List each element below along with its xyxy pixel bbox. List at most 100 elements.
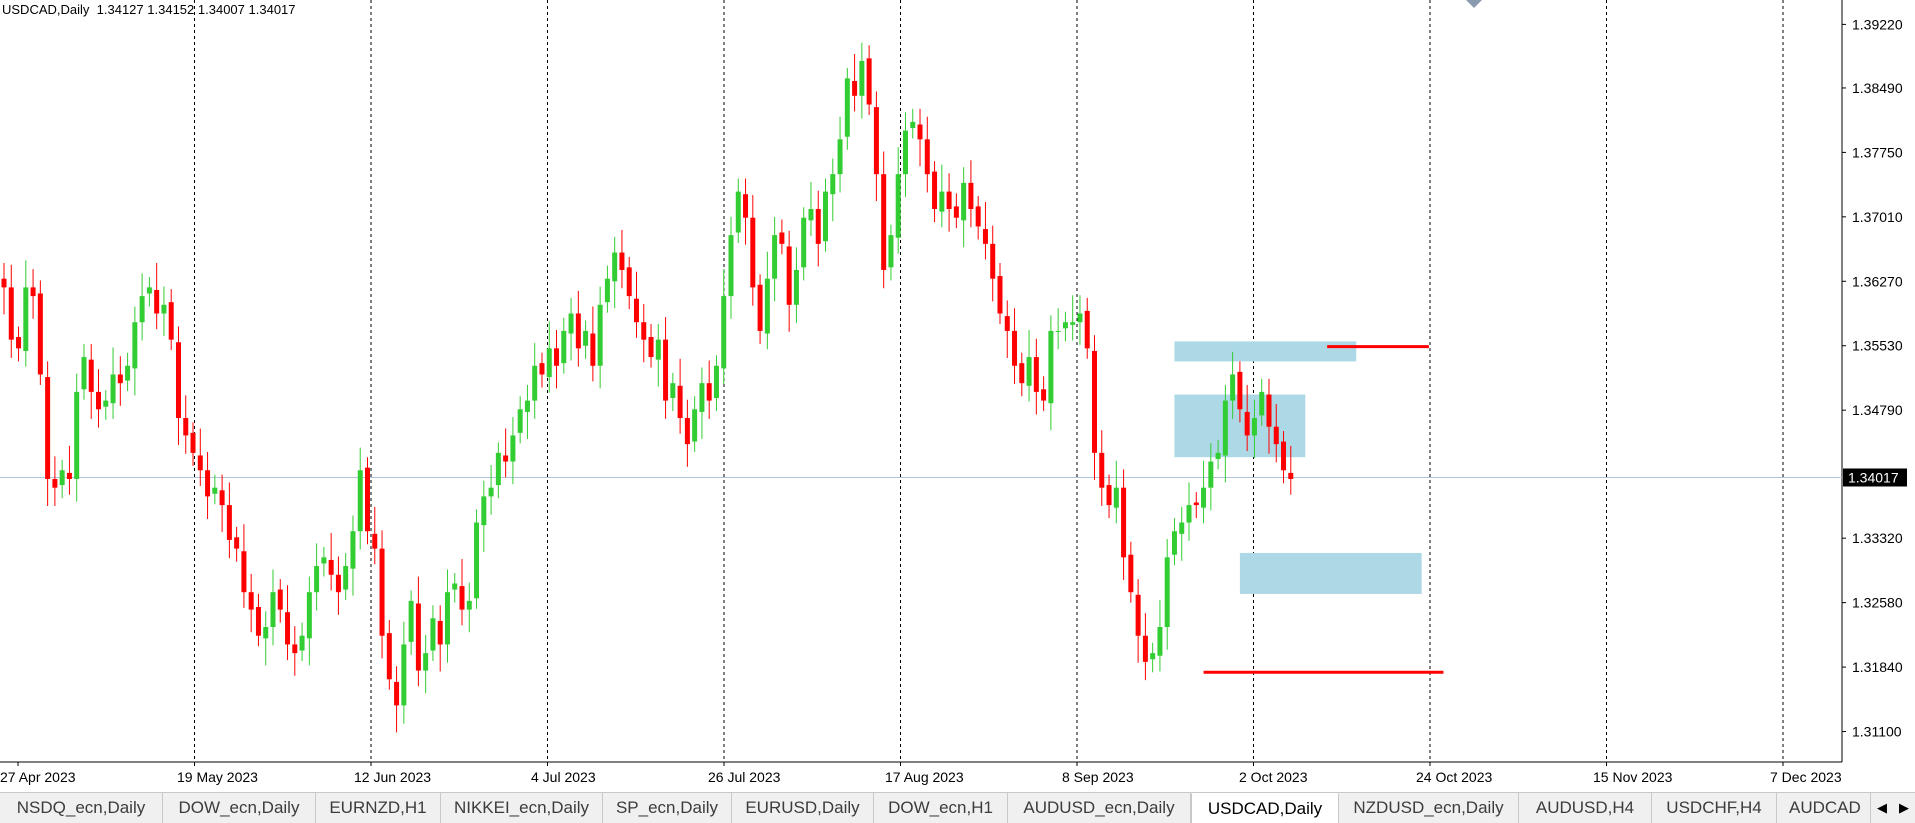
candle-body <box>1055 330 1061 332</box>
candle-body <box>212 487 218 494</box>
tab-scroll-left-icon[interactable]: ◀ <box>1877 800 1887 815</box>
tab-sp-daily[interactable]: SP_ecn,Daily <box>603 793 732 823</box>
candle-body <box>924 139 930 175</box>
price-tick-label: 1.38490 <box>1852 80 1903 96</box>
candle-body <box>168 302 174 340</box>
candle-body <box>365 467 370 532</box>
candle-body <box>524 400 530 412</box>
candle-body <box>1135 594 1141 636</box>
candle-body <box>597 304 603 366</box>
candle-body <box>1077 313 1083 323</box>
tab-scroll-right-icon[interactable]: ▶ <box>1899 800 1909 815</box>
tab-dow-daily[interactable]: DOW_ecn,Daily <box>163 793 316 823</box>
candle-body <box>357 470 363 532</box>
candle-body <box>917 124 923 140</box>
candle-body <box>1019 363 1025 384</box>
candle-body <box>306 592 312 639</box>
tab-nsdq-daily[interactable]: NSDQ_ecn,Daily <box>0 793 163 823</box>
candle-body <box>139 296 145 323</box>
candle-body <box>953 206 959 218</box>
price-tick-label: 1.36270 <box>1852 273 1903 289</box>
candle-body <box>37 293 43 375</box>
tab-audusd-ecn-daily[interactable]: AUDUSD_ecn,Daily <box>1008 793 1191 823</box>
tab-nzdusd-daily[interactable]: NZDUSD_ecn,Daily <box>1339 793 1519 823</box>
candle-body <box>743 194 749 218</box>
price-tick-label: 1.35530 <box>1852 338 1903 354</box>
candle-body <box>292 644 298 654</box>
candle-body <box>474 522 480 599</box>
candle-body <box>1281 441 1287 471</box>
candle-body <box>175 342 181 419</box>
candle-body <box>219 490 225 506</box>
candle-body <box>590 333 596 366</box>
candle-body <box>372 533 378 549</box>
candle-body <box>648 337 654 358</box>
candle-body <box>1099 452 1105 488</box>
candle-body <box>430 618 436 651</box>
price-tick-label: 1.31100 <box>1852 724 1902 740</box>
candle-body <box>728 235 734 297</box>
candle-body <box>270 592 276 628</box>
open-value: 1.34127 <box>96 2 144 17</box>
candle-body <box>1033 357 1039 392</box>
candlestick-chart[interactable]: 1.39220 1.38490 1.37750 1.37010 1.36270 1.355… <box>0 0 1915 792</box>
candle-body <box>713 365 719 398</box>
candle-body <box>1070 322 1076 325</box>
candle-body <box>495 452 501 486</box>
candle-body <box>968 182 974 210</box>
candle-body <box>706 383 712 401</box>
candle-body <box>1244 411 1250 436</box>
candle-body <box>132 322 138 369</box>
candle-body <box>299 635 305 651</box>
candle-body <box>619 252 625 270</box>
candle-body <box>45 377 51 479</box>
candle-body <box>902 130 908 175</box>
price-chart[interactable]: 1.39220 1.38490 1.37750 1.37010 1.36270 1.355… <box>0 0 1915 792</box>
candle-body <box>1048 330 1054 404</box>
candle-body <box>1026 357 1032 386</box>
current-price-label: 1.34017 <box>1848 469 1899 485</box>
candle-body <box>663 339 669 401</box>
candle-body <box>408 600 414 642</box>
tab-eurusd-daily[interactable]: EURUSD,Daily <box>732 793 874 823</box>
candle-body <box>423 653 429 671</box>
candle-body <box>1179 522 1185 534</box>
price-tick-label: 1.37010 <box>1852 209 1903 225</box>
candle-body <box>59 470 65 486</box>
date-tick-label: 2 Oct 2023 <box>1239 769 1308 785</box>
candle-body <box>677 385 683 419</box>
candle-body <box>583 330 589 346</box>
candle-body <box>1004 316 1010 331</box>
candle-body <box>961 182 967 221</box>
price-tick-label: 1.33320 <box>1852 530 1903 546</box>
symbol-info: USDCAD,Daily 1.34127 1.34152 1.34007 1.3… <box>2 2 296 17</box>
chart-shift-marker-icon <box>1466 0 1482 8</box>
candle-body <box>343 566 349 590</box>
candle-body <box>1164 557 1170 628</box>
candle-body <box>1150 653 1156 660</box>
tab-audusd-h4[interactable]: AUDUSD,H4 <box>1519 793 1652 823</box>
candle-body <box>30 287 36 297</box>
candle-body <box>328 559 334 575</box>
tab-dow-h1[interactable]: DOW_ecn,H1 <box>874 793 1008 823</box>
candle-body <box>23 287 29 351</box>
tab-usdchf-h4[interactable]: USDCHF,H4 <box>1652 793 1777 823</box>
tab-eurnzd-h1[interactable]: EURNZD,H1 <box>316 793 441 823</box>
candle-body <box>946 191 952 210</box>
candle-body <box>561 330 567 364</box>
tab-audcad[interactable]: AUDCAD <box>1777 793 1871 823</box>
candle-body <box>1201 487 1207 508</box>
candle-body <box>444 592 450 645</box>
candle-body <box>321 557 327 564</box>
candle-body <box>532 365 538 401</box>
candle-body <box>1230 374 1236 401</box>
tab-usdcad-daily[interactable]: USDCAD,Daily <box>1191 793 1339 823</box>
candle-body <box>939 191 945 212</box>
candle-body <box>546 348 552 378</box>
candle-body <box>873 107 879 175</box>
candle-body <box>386 633 392 680</box>
tab-nikkei-daily[interactable]: NIKKEI_ecn,Daily <box>441 793 603 823</box>
candle-body <box>910 121 916 129</box>
candle-body <box>226 505 232 540</box>
candle-body <box>88 359 94 392</box>
